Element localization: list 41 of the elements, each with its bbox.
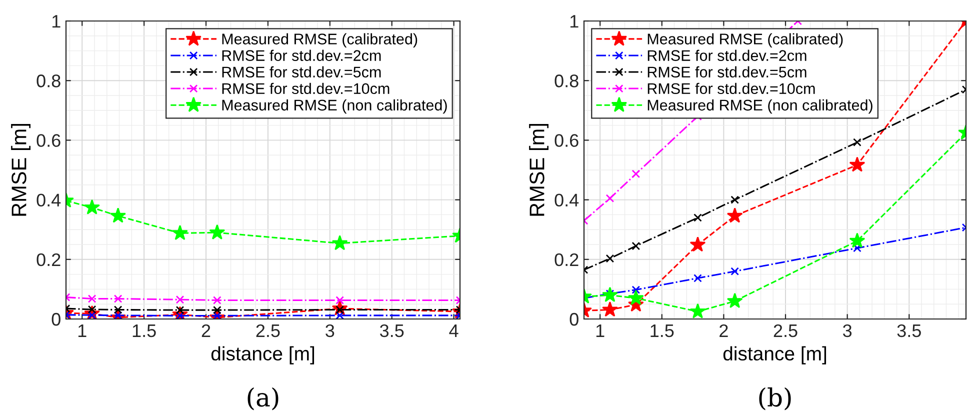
y-tick-label: 0.6	[554, 134, 578, 147]
x-tick-label: 2	[202, 324, 210, 337]
x-tick-label: 2.5	[774, 324, 798, 338]
x-tick-label: 3.5	[380, 324, 404, 338]
y-axis-title: RMSE [m]	[11, 124, 30, 216]
text: (a)	[248, 387, 278, 410]
y-tick-label: 0.2	[36, 253, 60, 266]
y-tick-label: 0	[570, 312, 578, 326]
legend-label: Measured RMSE (calibrated)	[648, 33, 843, 48]
legend-label: Measured RMSE (calibrated)	[222, 33, 418, 48]
y-tick-label: 1	[52, 15, 60, 28]
y-tick-label: 0.8	[36, 74, 60, 88]
x-tick-label: 1	[596, 324, 604, 337]
y-axis-title: RMSE [m]	[529, 124, 548, 216]
legend-label: RMSE for std.dev.=5cm	[648, 66, 806, 78]
y-tick-label: 1	[570, 15, 578, 28]
legend-label: Measured RMSE (non calibrated)	[222, 99, 447, 114]
y-tick-label: 0	[52, 312, 60, 326]
x-tick-label: 2.5	[256, 324, 280, 338]
x-tick-label: 1.5	[650, 324, 674, 338]
x-tick-label: 1.5	[132, 324, 156, 338]
legend-label: RMSE for std.dev.=2cm	[648, 50, 806, 61]
y-tick-label: 0.6	[36, 134, 60, 147]
legend-label: RMSE for std.dev.=5cm	[222, 66, 381, 78]
x-axis-title: distance [m]	[211, 346, 314, 364]
legend-label: Measured RMSE (non calibrated)	[648, 99, 872, 114]
y-tick-label: 0.4	[554, 194, 579, 207]
x-tick-label: 4	[449, 324, 458, 337]
x-tick-label: 1	[78, 324, 86, 337]
y-tick-label: 0.8	[554, 74, 578, 88]
x-tick-label: 3.5	[897, 324, 921, 338]
legend-label: RMSE for std.dev.=2cm	[222, 50, 381, 61]
legend-label: RMSE for std.dev.=10cm	[648, 82, 815, 94]
x-tick-label: 3	[842, 324, 852, 338]
y-tick-label: 0.4	[36, 194, 61, 207]
legend-label: RMSE for std.dev.=10cm	[222, 82, 390, 94]
x-tick-label: 2	[720, 324, 728, 337]
text: (b)	[759, 387, 791, 410]
y-tick-label: 0.2	[554, 253, 578, 266]
x-tick-label: 3	[326, 324, 334, 338]
x-axis-title: distance [m]	[723, 346, 826, 364]
